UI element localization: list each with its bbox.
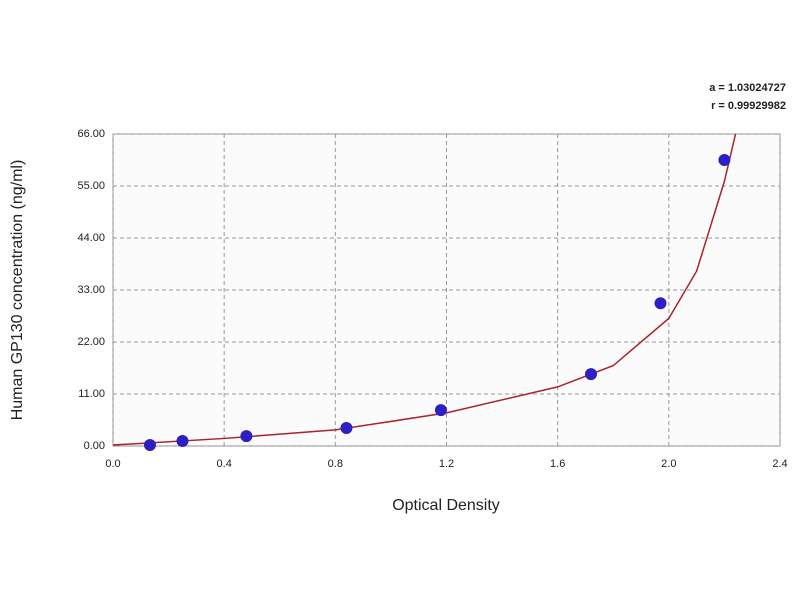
y-tick-label: 44.00 xyxy=(77,232,105,244)
y-axis-title: Human GP130 concentration (ng/ml) xyxy=(9,160,26,421)
y-tick-label: 66.00 xyxy=(77,128,105,140)
data-point xyxy=(340,422,353,435)
data-point xyxy=(240,430,253,443)
annotation: r = 0.99929982 xyxy=(711,100,786,112)
x-tick-label: 0.4 xyxy=(217,458,232,470)
x-tick-label: 0.8 xyxy=(328,458,343,470)
y-tick-label: 22.00 xyxy=(77,336,105,348)
x-tick-label: 2.0 xyxy=(661,458,676,470)
x-tick-label: 0.0 xyxy=(105,458,120,470)
y-tick-label: 55.00 xyxy=(77,180,105,192)
annotation: a = 1.03024727 xyxy=(709,82,786,94)
data-point xyxy=(176,434,189,447)
y-tick-label: 11.00 xyxy=(78,388,105,400)
data-point xyxy=(585,368,598,381)
data-point xyxy=(434,404,447,417)
x-tick-label: 1.2 xyxy=(439,458,454,470)
data-point xyxy=(654,297,667,310)
x-axis-title: Optical Density xyxy=(392,497,500,514)
x-tick-label: 1.6 xyxy=(550,458,565,470)
y-tick-label: 33.00 xyxy=(77,284,105,296)
data-point xyxy=(718,154,731,166)
data-point xyxy=(143,439,156,452)
x-tick-label: 2.4 xyxy=(772,458,787,470)
y-tick-label: 0.00 xyxy=(84,440,105,452)
